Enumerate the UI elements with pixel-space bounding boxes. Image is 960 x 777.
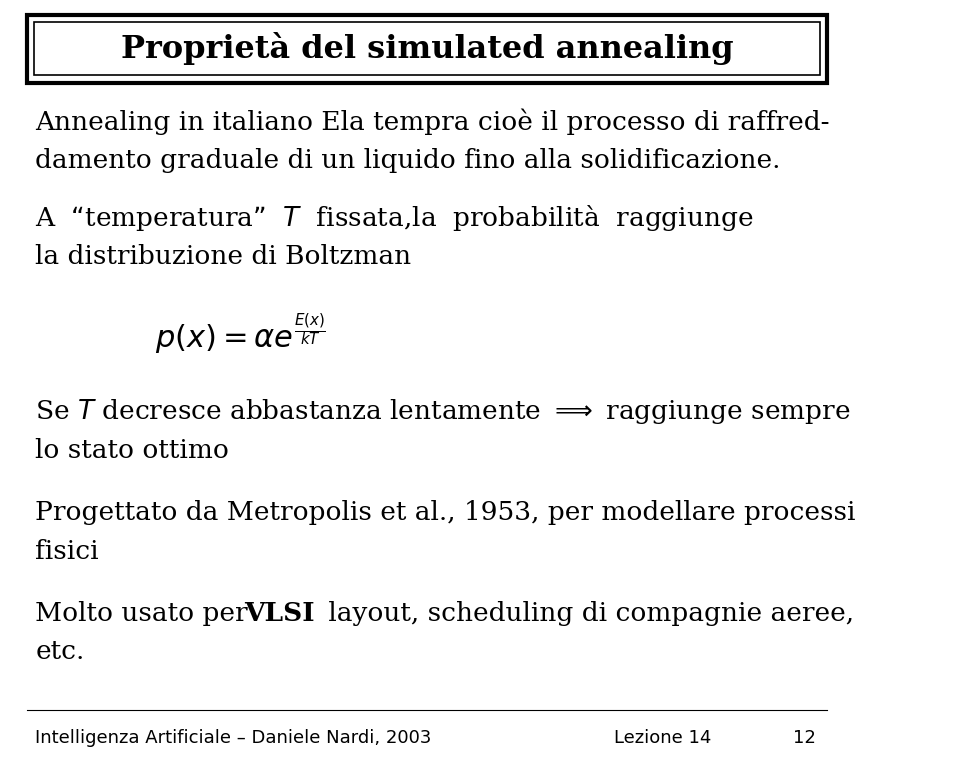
Text: Intelligenza Artificiale – Daniele Nardi, 2003: Intelligenza Artificiale – Daniele Nardi… bbox=[36, 730, 432, 747]
Text: la distribuzione di Boltzman: la distribuzione di Boltzman bbox=[36, 245, 412, 270]
Text: Proprietà del simulated annealing: Proprietà del simulated annealing bbox=[121, 32, 733, 65]
Text: etc.: etc. bbox=[36, 639, 84, 664]
Text: Molto usato per: Molto usato per bbox=[36, 601, 256, 625]
Text: fisici: fisici bbox=[36, 538, 99, 563]
Text: $p(x) = \alpha e^{\frac{E(x)}{kT}}$: $p(x) = \alpha e^{\frac{E(x)}{kT}}$ bbox=[155, 312, 325, 357]
Text: Se $T$ decresce abbastanza lentamente $\Longrightarrow$ raggiunge sempre: Se $T$ decresce abbastanza lentamente $\… bbox=[36, 397, 852, 427]
Text: VLSI: VLSI bbox=[244, 601, 315, 625]
Text: layout, scheduling di compagnie aeree,: layout, scheduling di compagnie aeree, bbox=[321, 601, 854, 625]
Text: Progettato da Metropolis et al., 1953, per modellare processi: Progettato da Metropolis et al., 1953, p… bbox=[36, 500, 856, 525]
Text: Annealing in italiano Ela tempra cioè il processo di raffred-: Annealing in italiano Ela tempra cioè il… bbox=[36, 108, 830, 134]
Text: 12: 12 bbox=[793, 730, 816, 747]
Text: A  “temperatura”  $T$  fissata,la  probabilità  raggiunge: A “temperatura” $T$ fissata,la probabili… bbox=[36, 203, 754, 233]
Text: damento graduale di un liquido fino alla solidificazione.: damento graduale di un liquido fino alla… bbox=[36, 148, 780, 172]
FancyBboxPatch shape bbox=[27, 15, 827, 82]
Text: Lezione 14: Lezione 14 bbox=[614, 730, 711, 747]
Text: lo stato ottimo: lo stato ottimo bbox=[36, 438, 229, 463]
FancyBboxPatch shape bbox=[34, 22, 820, 75]
